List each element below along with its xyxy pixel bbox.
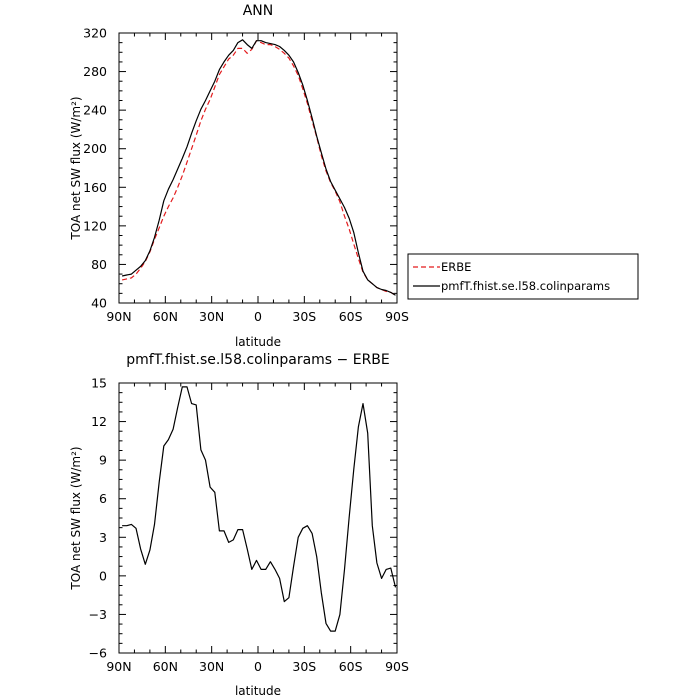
bottom-panel-x-axis-label: latitude [235, 684, 281, 698]
y-tick-label: 120 [83, 218, 107, 233]
x-tick-label: 0 [254, 309, 262, 324]
legend-label-model: pmfT.fhist.se.l58.colinparams [441, 279, 610, 293]
x-tick-label: 30S [292, 659, 316, 674]
x-tick-label: 60N [153, 659, 178, 674]
top-panel-x-tick-labels: 90N 60N 30N 0 30S 60S 90S [106, 309, 409, 324]
bottom-panel-y-tick-labels: −6 −3 0 3 6 9 12 15 [89, 376, 107, 661]
x-tick-label: 90N [106, 659, 131, 674]
x-tick-label: 30N [199, 309, 224, 324]
series-line-erbe [121, 40, 396, 296]
y-tick-label: 240 [83, 103, 107, 118]
x-tick-label: 60S [339, 659, 363, 674]
top-panel: ANN 90N 60N 30N 0 30S 60S 90S 40 80 120 160 200 240… [69, 3, 639, 349]
y-tick-label: −3 [89, 607, 107, 622]
x-tick-label: 90S [385, 309, 409, 324]
y-tick-label: 3 [99, 530, 107, 545]
x-tick-label: 90N [106, 309, 131, 324]
series-line-pmft-fhist-se-l58-colinparams [121, 39, 396, 296]
y-tick-label: 80 [91, 257, 107, 272]
x-tick-label: 60N [153, 309, 178, 324]
bottom-panel-title: pmfT.fhist.se.l58.colinparams − ERBE [126, 352, 390, 368]
y-tick-label: 12 [91, 414, 107, 429]
y-tick-label: 0 [99, 568, 107, 583]
top-panel-plot-frame [118, 32, 398, 304]
x-tick-label: 30S [292, 309, 316, 324]
legend-label-erbe: ERBE [441, 260, 471, 274]
top-panel-series [121, 39, 396, 296]
x-tick-label: 0 [254, 659, 262, 674]
y-tick-label: 320 [83, 26, 107, 41]
bottom-panel-y-axis-label: TOA net SW flux (W/m²) [69, 446, 83, 590]
y-tick-label: 15 [91, 376, 107, 391]
x-tick-label: 30N [199, 659, 224, 674]
legend-box [407, 253, 639, 300]
bottom-panel-plot-frame [118, 382, 398, 654]
top-panel-y-axis-label: TOA net SW flux (W/m²) [69, 96, 83, 240]
y-tick-label: 160 [83, 180, 107, 195]
x-tick-label: 90S [385, 659, 409, 674]
top-panel-ticks [118, 32, 398, 304]
y-tick-label: −6 [89, 646, 107, 661]
series-line-difference [122, 386, 397, 632]
top-panel-title: ANN [243, 3, 274, 19]
y-tick-label: 40 [91, 296, 107, 311]
y-tick-label: 280 [83, 64, 107, 79]
bottom-panel-series [122, 386, 397, 632]
legend: ERBE pmfT.fhist.se.l58.colinparams [407, 253, 639, 300]
top-panel-y-tick-labels: 40 80 120 160 200 240 280 320 [83, 26, 107, 311]
y-tick-label: 9 [99, 453, 107, 468]
y-tick-label: 6 [99, 491, 107, 506]
bottom-panel-ticks [118, 382, 398, 654]
x-tick-label: 60S [339, 309, 363, 324]
top-panel-x-axis-label: latitude [235, 335, 281, 349]
bottom-panel-x-tick-labels: 90N 60N 30N 0 30S 60S 90S [106, 659, 409, 674]
y-tick-label: 200 [83, 141, 107, 156]
bottom-panel: pmfT.fhist.se.l58.colinparams − ERBE 90N… [69, 352, 409, 698]
